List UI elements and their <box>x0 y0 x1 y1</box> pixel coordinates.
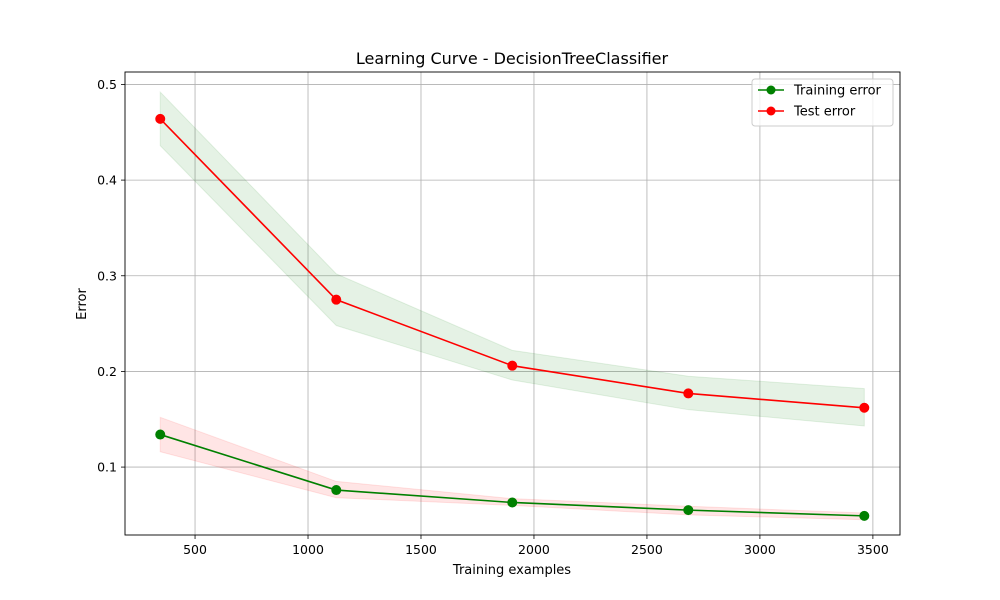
legend-label: Test error <box>793 105 856 120</box>
legend-label: Training error <box>793 84 882 99</box>
data-point <box>155 113 166 124</box>
y-tick-label: 0.5 <box>97 77 117 92</box>
x-tick-label: 3000 <box>744 542 776 557</box>
legend-marker <box>766 106 776 116</box>
legend-box <box>751 78 894 127</box>
x-axis-label: Training examples <box>452 563 571 578</box>
y-tick-label: 0.4 <box>97 173 117 188</box>
x-tick-label: 2000 <box>518 542 550 557</box>
x-tick-label: 1500 <box>405 542 437 557</box>
x-tick-label: 500 <box>183 542 207 557</box>
legend: Training error Test error <box>751 78 894 127</box>
data-point <box>155 429 166 440</box>
x-tick-label: 3500 <box>857 542 889 557</box>
data-point <box>859 402 870 413</box>
data-point <box>507 497 518 508</box>
data-point <box>507 360 518 371</box>
x-tick-label: 2500 <box>631 542 663 557</box>
plot-area: 500 1000 1500 2000 2500 3000 3500 0.1 0.2 0.3 0.4 0… <box>97 71 901 557</box>
x-tick-label: 1000 <box>292 542 324 557</box>
data-point <box>331 294 342 305</box>
y-tick-label: 0.3 <box>97 268 117 283</box>
data-point <box>859 510 870 521</box>
y-tick-label: 0.1 <box>97 460 117 475</box>
legend-marker <box>766 85 776 95</box>
confidence-band <box>159 90 865 427</box>
data-point <box>683 505 694 516</box>
data-point <box>683 388 694 399</box>
y-axis-label: Error <box>75 288 90 320</box>
data-point <box>331 485 342 496</box>
y-tick-label: 0.2 <box>97 364 117 379</box>
chart-title: Learning Curve - DecisionTreeClassifier <box>356 49 669 68</box>
axes-frame <box>124 71 901 536</box>
